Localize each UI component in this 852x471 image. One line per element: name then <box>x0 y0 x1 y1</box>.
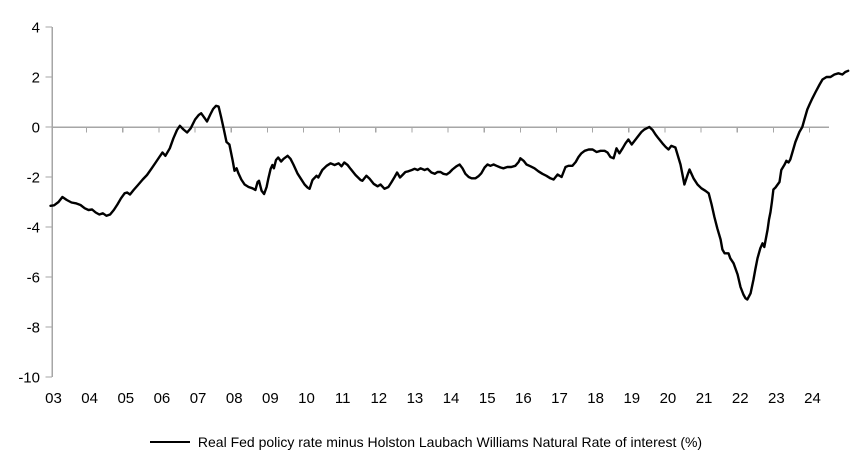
x-tick-label: 08 <box>226 390 243 407</box>
y-tick-label: 4 <box>32 20 40 37</box>
x-tick-label: 18 <box>587 390 604 407</box>
x-tick-label: 12 <box>370 390 387 407</box>
x-tick-label: 11 <box>335 390 351 407</box>
legend: Real Fed policy rate minus Holston Lauba… <box>0 431 852 453</box>
x-tick-label: 10 <box>298 390 315 407</box>
x-tick-label: 19 <box>623 390 640 407</box>
x-tick-label: 05 <box>117 390 134 407</box>
legend-label: Real Fed policy rate minus Holston Lauba… <box>197 434 703 450</box>
y-tick-label: 2 <box>32 70 40 87</box>
x-tick-label: 03 <box>45 390 62 407</box>
y-tick-label: -10 <box>18 370 40 387</box>
x-tick-label: 09 <box>262 390 279 407</box>
x-tick-label: 17 <box>551 390 568 407</box>
x-tick-label: 23 <box>768 390 785 407</box>
y-tick-label: -6 <box>27 270 40 287</box>
x-tick-label: 13 <box>407 390 424 407</box>
series-line <box>49 69 850 301</box>
x-tick-label: 06 <box>154 390 171 407</box>
y-tick-label: 0 <box>32 120 40 137</box>
y-tick-label: -8 <box>27 320 40 337</box>
x-tick-label: 15 <box>479 390 496 407</box>
x-tick-label: 14 <box>443 390 460 407</box>
x-tick-label: 22 <box>732 390 749 407</box>
x-tick-label: 20 <box>660 390 677 407</box>
x-tick-label: 21 <box>696 390 713 407</box>
x-tick-label: 16 <box>515 390 532 407</box>
y-tick-label: -4 <box>27 220 40 237</box>
x-tick-label: 24 <box>804 390 821 407</box>
x-tick-label: 07 <box>190 390 207 407</box>
legend-line-swatch <box>149 440 190 444</box>
y-tick-label: -2 <box>27 170 40 187</box>
x-tick-label: 04 <box>81 390 98 407</box>
